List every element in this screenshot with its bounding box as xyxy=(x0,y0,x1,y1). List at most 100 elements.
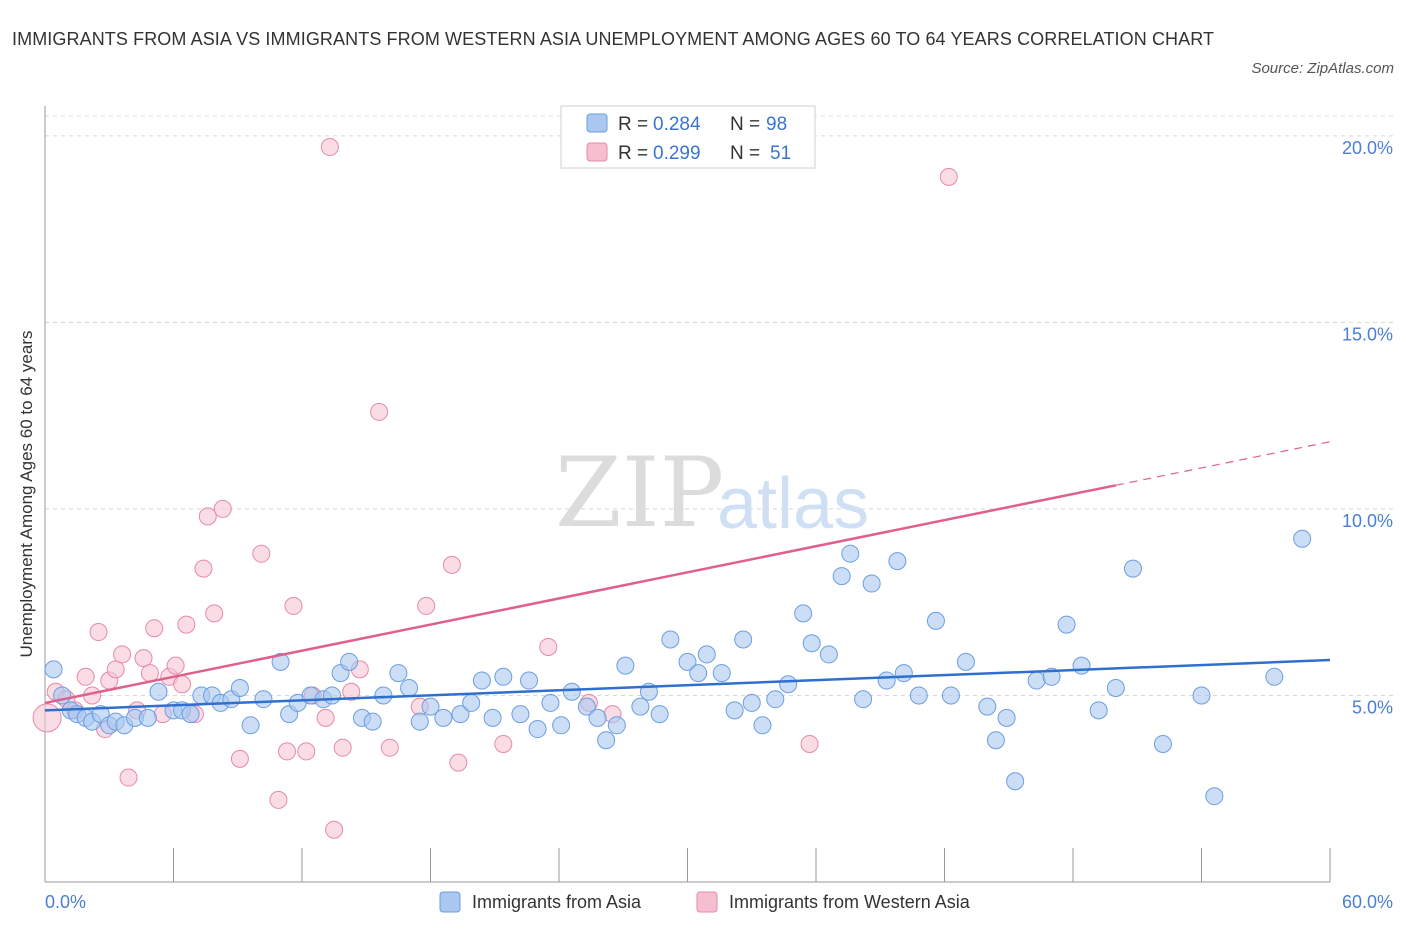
western-asia-point-18 xyxy=(166,656,185,675)
western-asia-point-39 xyxy=(370,402,389,421)
y-tick-label-1: 10.0% xyxy=(1342,511,1393,531)
legend-box: R = 0.284 N = 98 R = 0.299 N = 51 xyxy=(560,105,816,169)
asia-point-40 xyxy=(462,693,481,712)
asia-point-86 xyxy=(1006,772,1025,791)
chart-title: IMMIGRANTS FROM ASIA VS IMMIGRANTS FROM … xyxy=(12,29,1215,49)
y-tick-label-0: 5.0% xyxy=(1352,697,1393,717)
asia-point-78 xyxy=(894,664,913,683)
asia-point-62 xyxy=(712,664,731,683)
asia-point-0 xyxy=(44,660,63,679)
grid-lines xyxy=(45,115,1393,696)
asia-point-59 xyxy=(678,652,697,671)
asia-point-83 xyxy=(978,697,997,716)
asia-point-77 xyxy=(888,552,907,571)
trend-line-western-asia-extension xyxy=(1115,441,1331,486)
asia-point-15 xyxy=(181,705,200,724)
western-asia-point-25 xyxy=(213,499,232,518)
asia-point-54 xyxy=(616,656,635,675)
x-tick-label-min: 0.0% xyxy=(45,892,86,912)
asia-point-72 xyxy=(832,567,851,586)
asia-point-35 xyxy=(400,679,419,697)
asia-point-80 xyxy=(926,611,945,630)
asia-point-91 xyxy=(1089,701,1108,720)
asia-point-50 xyxy=(577,697,596,716)
western-asia-point-29 xyxy=(278,742,297,761)
asia-point-30 xyxy=(340,652,359,671)
bottom-legend-swatch-western-asia xyxy=(696,891,718,913)
western-asia-point-46 xyxy=(539,637,558,656)
asia-point-90 xyxy=(1072,656,1091,675)
asia-point-67 xyxy=(766,690,785,709)
bottom-legend-swatch-asia xyxy=(439,891,461,913)
western-asia-point-11 xyxy=(119,768,138,787)
western-asia-point-20 xyxy=(177,615,196,634)
asia-point-44 xyxy=(511,705,530,724)
legend-n-label-asia: N = xyxy=(730,114,760,135)
asia-point-11 xyxy=(138,708,157,727)
western-asia-point-43 xyxy=(442,555,461,574)
asia-point-38 xyxy=(434,708,453,727)
western-asia-point-24 xyxy=(205,604,224,623)
asia-point-66 xyxy=(753,716,772,735)
bottom-legend-label-asia: Immigrants from Asia xyxy=(472,892,642,912)
western-asia-point-35 xyxy=(325,820,344,839)
western-asia-point-23 xyxy=(198,507,217,526)
asia-point-98 xyxy=(1293,529,1312,548)
western-asia-point-44 xyxy=(449,753,468,772)
asia-point-32 xyxy=(363,712,382,731)
asia-point-73 xyxy=(841,544,860,563)
asia-point-20 xyxy=(230,679,249,697)
asia-point-28 xyxy=(322,686,341,705)
asia-point-43 xyxy=(494,667,513,686)
western-asia-point-10 xyxy=(113,645,132,664)
asia-point-87 xyxy=(1027,671,1046,690)
asia-point-95 xyxy=(1192,686,1211,705)
asia-point-97 xyxy=(1265,667,1284,686)
trend-lines xyxy=(44,441,1331,712)
legend-n-label-western-asia: N = xyxy=(730,143,760,164)
y-axis-tick-labels: 5.0% 10.0% 15.0% 20.0% xyxy=(1342,138,1393,718)
y-tick-label-3: 20.0% xyxy=(1342,138,1393,158)
watermark: ZIP atlas xyxy=(555,437,869,549)
western-asia-point-49 xyxy=(800,734,819,753)
asia-point-58 xyxy=(661,630,680,649)
asia-point-79 xyxy=(909,686,928,705)
asia-point-21 xyxy=(241,716,260,735)
bottom-legend: Immigrants from Asia Immigrants from Wes… xyxy=(439,891,971,913)
western-asia-point-45 xyxy=(494,734,513,753)
legend-n-value-western-asia: 51 xyxy=(770,143,791,164)
asia-point-12 xyxy=(149,682,168,701)
legend-swatch-western-asia xyxy=(586,142,608,162)
western-asia-point-30 xyxy=(284,596,303,615)
legend-r-label-asia: R = xyxy=(618,114,648,135)
chart-source: Source: ZipAtlas.com xyxy=(1251,60,1394,77)
asia-point-94 xyxy=(1153,734,1172,753)
asia-point-96 xyxy=(1205,787,1224,806)
series-western-asia-points xyxy=(32,138,958,839)
western-asia-point-34 xyxy=(320,138,339,157)
asia-point-65 xyxy=(742,693,761,712)
asia-point-55 xyxy=(631,697,650,716)
western-asia-point-9 xyxy=(106,660,125,679)
asia-point-41 xyxy=(472,671,491,690)
asia-point-75 xyxy=(862,574,881,593)
asia-point-46 xyxy=(528,720,547,739)
y-tick-label-2: 15.0% xyxy=(1342,324,1393,344)
asia-point-57 xyxy=(650,705,669,724)
asia-point-33 xyxy=(374,686,393,705)
asia-point-60 xyxy=(689,664,708,683)
x-axis-ticks xyxy=(44,848,1331,882)
western-asia-point-0 xyxy=(32,703,62,733)
asia-point-70 xyxy=(802,634,821,653)
western-asia-point-27 xyxy=(252,544,271,563)
y-axis-label: Unemployment Among Ages 60 to 64 years xyxy=(17,331,36,658)
asia-point-34 xyxy=(389,664,408,683)
asia-point-76 xyxy=(877,671,896,690)
asia-point-64 xyxy=(734,630,753,649)
western-asia-point-22 xyxy=(194,559,213,578)
trend-line-western-asia xyxy=(44,484,1117,705)
asia-point-81 xyxy=(941,686,960,705)
western-asia-point-50 xyxy=(939,167,958,186)
western-asia-point-13 xyxy=(134,649,153,668)
